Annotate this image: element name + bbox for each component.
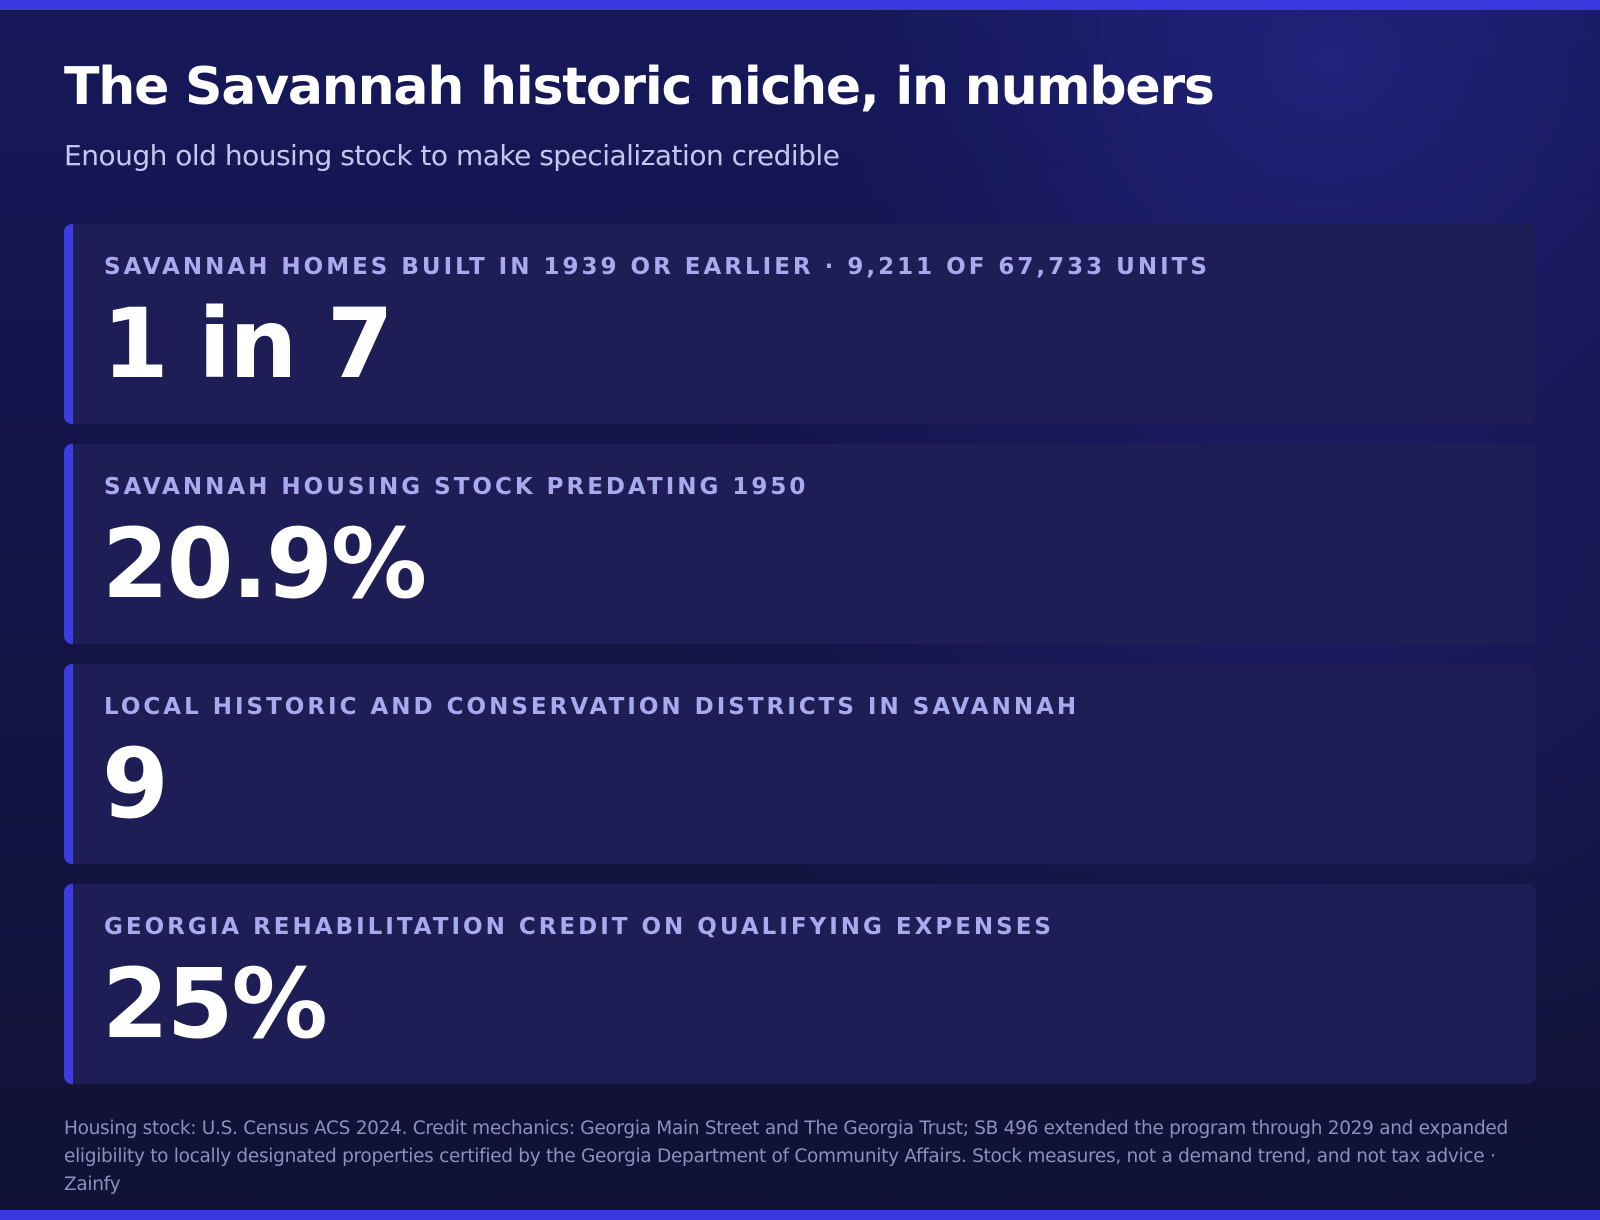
page-subtitle: Enough old housing stock to make special… [64,139,840,172]
stat-label: SAVANNAH HOUSING STOCK PREDATING 1950 [104,474,809,500]
stat-cards: SAVANNAH HOMES BUILT IN 1939 OR EARLIER … [64,224,1536,1104]
stat-value: 9 [102,728,169,840]
stat-value: 1 in 7 [102,288,394,400]
stat-card-historic-districts: LOCAL HISTORIC AND CONSERVATION DISTRICT… [64,664,1536,864]
top-accent-bar [0,0,1600,10]
stat-label: LOCAL HISTORIC AND CONSERVATION DISTRICT… [104,694,1080,720]
stat-value: 25% [102,948,328,1060]
stat-label: GEORGIA REHABILITATION CREDIT ON QUALIFY… [104,914,1054,940]
source-footnote: Housing stock: U.S. Census ACS 2024. Cre… [64,1118,1508,1195]
stat-value: 20.9% [102,508,427,620]
stat-label: SAVANNAH HOMES BUILT IN 1939 OR EARLIER … [104,254,1210,280]
page-title: The Savannah historic niche, in numbers [64,57,1215,117]
stat-card-homes-1939: SAVANNAH HOMES BUILT IN 1939 OR EARLIER … [64,224,1536,424]
stat-card-rehab-credit: GEORGIA REHABILITATION CREDIT ON QUALIFY… [64,884,1536,1084]
bottom-accent-bar [0,1210,1600,1220]
stat-card-stock-1950: SAVANNAH HOUSING STOCK PREDATING 1950 20… [64,444,1536,644]
